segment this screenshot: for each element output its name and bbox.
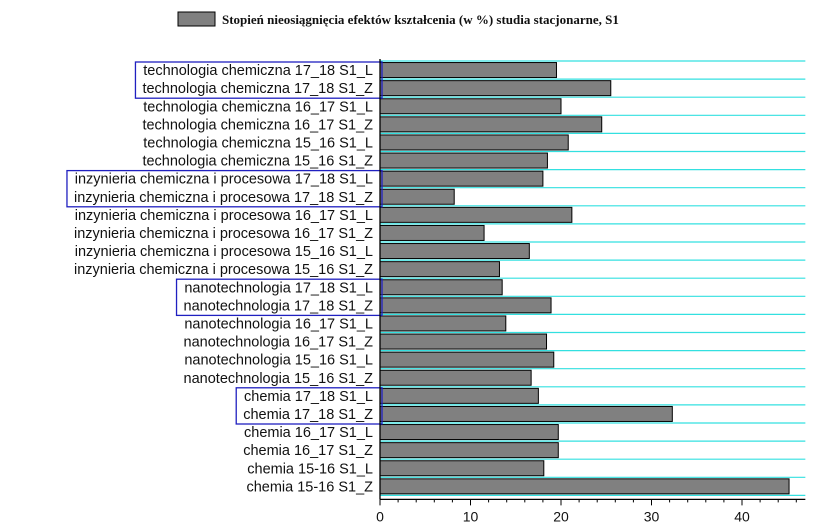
bar bbox=[379, 333, 548, 350]
bar bbox=[379, 315, 507, 332]
category-label: nanotechnologia 17_18 S1_Z bbox=[184, 298, 374, 314]
bar bbox=[379, 351, 555, 368]
category-label: technologia chemiczna 16_17 S1_L bbox=[143, 99, 373, 115]
bar bbox=[379, 243, 530, 260]
category-label: chemia 16_17 S1_L bbox=[244, 425, 373, 441]
bar bbox=[379, 297, 552, 314]
x-tick-label: 10 bbox=[463, 508, 479, 524]
category-label: nanotechnologia 17_18 S1_L bbox=[184, 280, 373, 296]
category-label: inzynieria chemiczna i procesowa 16_17 S… bbox=[74, 226, 373, 242]
category-label: technologia chemiczna 15_16 S1_L bbox=[143, 135, 373, 151]
category-label: technologia chemiczna 17_18 S1_Z bbox=[142, 81, 373, 97]
category-label: nanotechnologia 16_17 S1_Z bbox=[184, 335, 374, 351]
legend-label: Stopień nieosiągnięcia efektów kształcen… bbox=[222, 12, 619, 27]
bar bbox=[379, 152, 548, 169]
bar bbox=[379, 369, 532, 386]
category-label: inzynieria chemiczna i procesowa 17_18 S… bbox=[74, 190, 373, 206]
highlight-box bbox=[134, 61, 383, 99]
bar bbox=[379, 62, 557, 79]
category-label: inzynieria chemiczna i procesowa 16_17 S… bbox=[75, 208, 373, 224]
bar bbox=[379, 424, 559, 441]
category-label: chemia 16_17 S1_Z bbox=[243, 443, 373, 459]
category-label: chemia 17_18 S1_Z bbox=[243, 407, 373, 423]
category-label: inzynieria chemiczna i procesowa 15_16 S… bbox=[74, 262, 373, 278]
x-axis: 0 10 20 30 40 bbox=[376, 59, 806, 524]
category-label: inzynieria chemiczna i procesowa 17_18 S… bbox=[75, 172, 373, 188]
x-tick-label: 20 bbox=[553, 508, 569, 524]
category-label: nanotechnologia 16_17 S1_L bbox=[184, 316, 373, 332]
category-label: nanotechnologia 15_16 S1_Z bbox=[184, 371, 374, 387]
bar bbox=[379, 98, 562, 115]
category-label: chemia 15-16 S1_L bbox=[247, 461, 373, 477]
category-label: technologia chemiczna 16_17 S1_Z bbox=[142, 117, 373, 133]
bar bbox=[379, 279, 503, 296]
category-label: nanotechnologia 15_16 S1_L bbox=[184, 353, 373, 369]
highlight-box bbox=[175, 278, 383, 317]
highlight-box bbox=[235, 387, 383, 425]
bar bbox=[379, 261, 500, 278]
category-label: technologia chemiczna 15_16 S1_Z bbox=[142, 154, 373, 170]
bar bbox=[379, 460, 545, 477]
legend: Stopień nieosiągnięcia efektów kształcen… bbox=[177, 11, 619, 27]
bar bbox=[379, 405, 673, 422]
bar bbox=[379, 134, 569, 151]
bar bbox=[379, 188, 455, 205]
category-label: chemia 15-16 S1_Z bbox=[246, 479, 373, 495]
bar bbox=[379, 224, 485, 241]
bar bbox=[379, 442, 559, 459]
bar bbox=[379, 116, 603, 133]
highlight-box bbox=[66, 169, 383, 208]
category-label: chemia 17_18 S1_L bbox=[244, 389, 373, 405]
bar bbox=[379, 170, 544, 187]
highlight-boxes bbox=[66, 61, 383, 425]
bar bbox=[379, 478, 790, 495]
bar bbox=[379, 206, 573, 223]
x-tick-label: 30 bbox=[644, 508, 660, 524]
category-label: technologia chemiczna 17_18 S1_L bbox=[143, 63, 373, 79]
bar bbox=[379, 80, 612, 97]
gridlines bbox=[380, 60, 806, 496]
bar bbox=[379, 387, 539, 404]
x-tick-label: 40 bbox=[734, 508, 750, 524]
bars bbox=[379, 62, 790, 495]
category-labels: technologia chemiczna 17_18 S1_L technolo… bbox=[74, 63, 373, 495]
legend-swatch bbox=[177, 11, 216, 27]
x-tick-label: 0 bbox=[376, 508, 384, 524]
category-label: inzynieria chemiczna i procesowa 15_16 S… bbox=[75, 244, 373, 260]
